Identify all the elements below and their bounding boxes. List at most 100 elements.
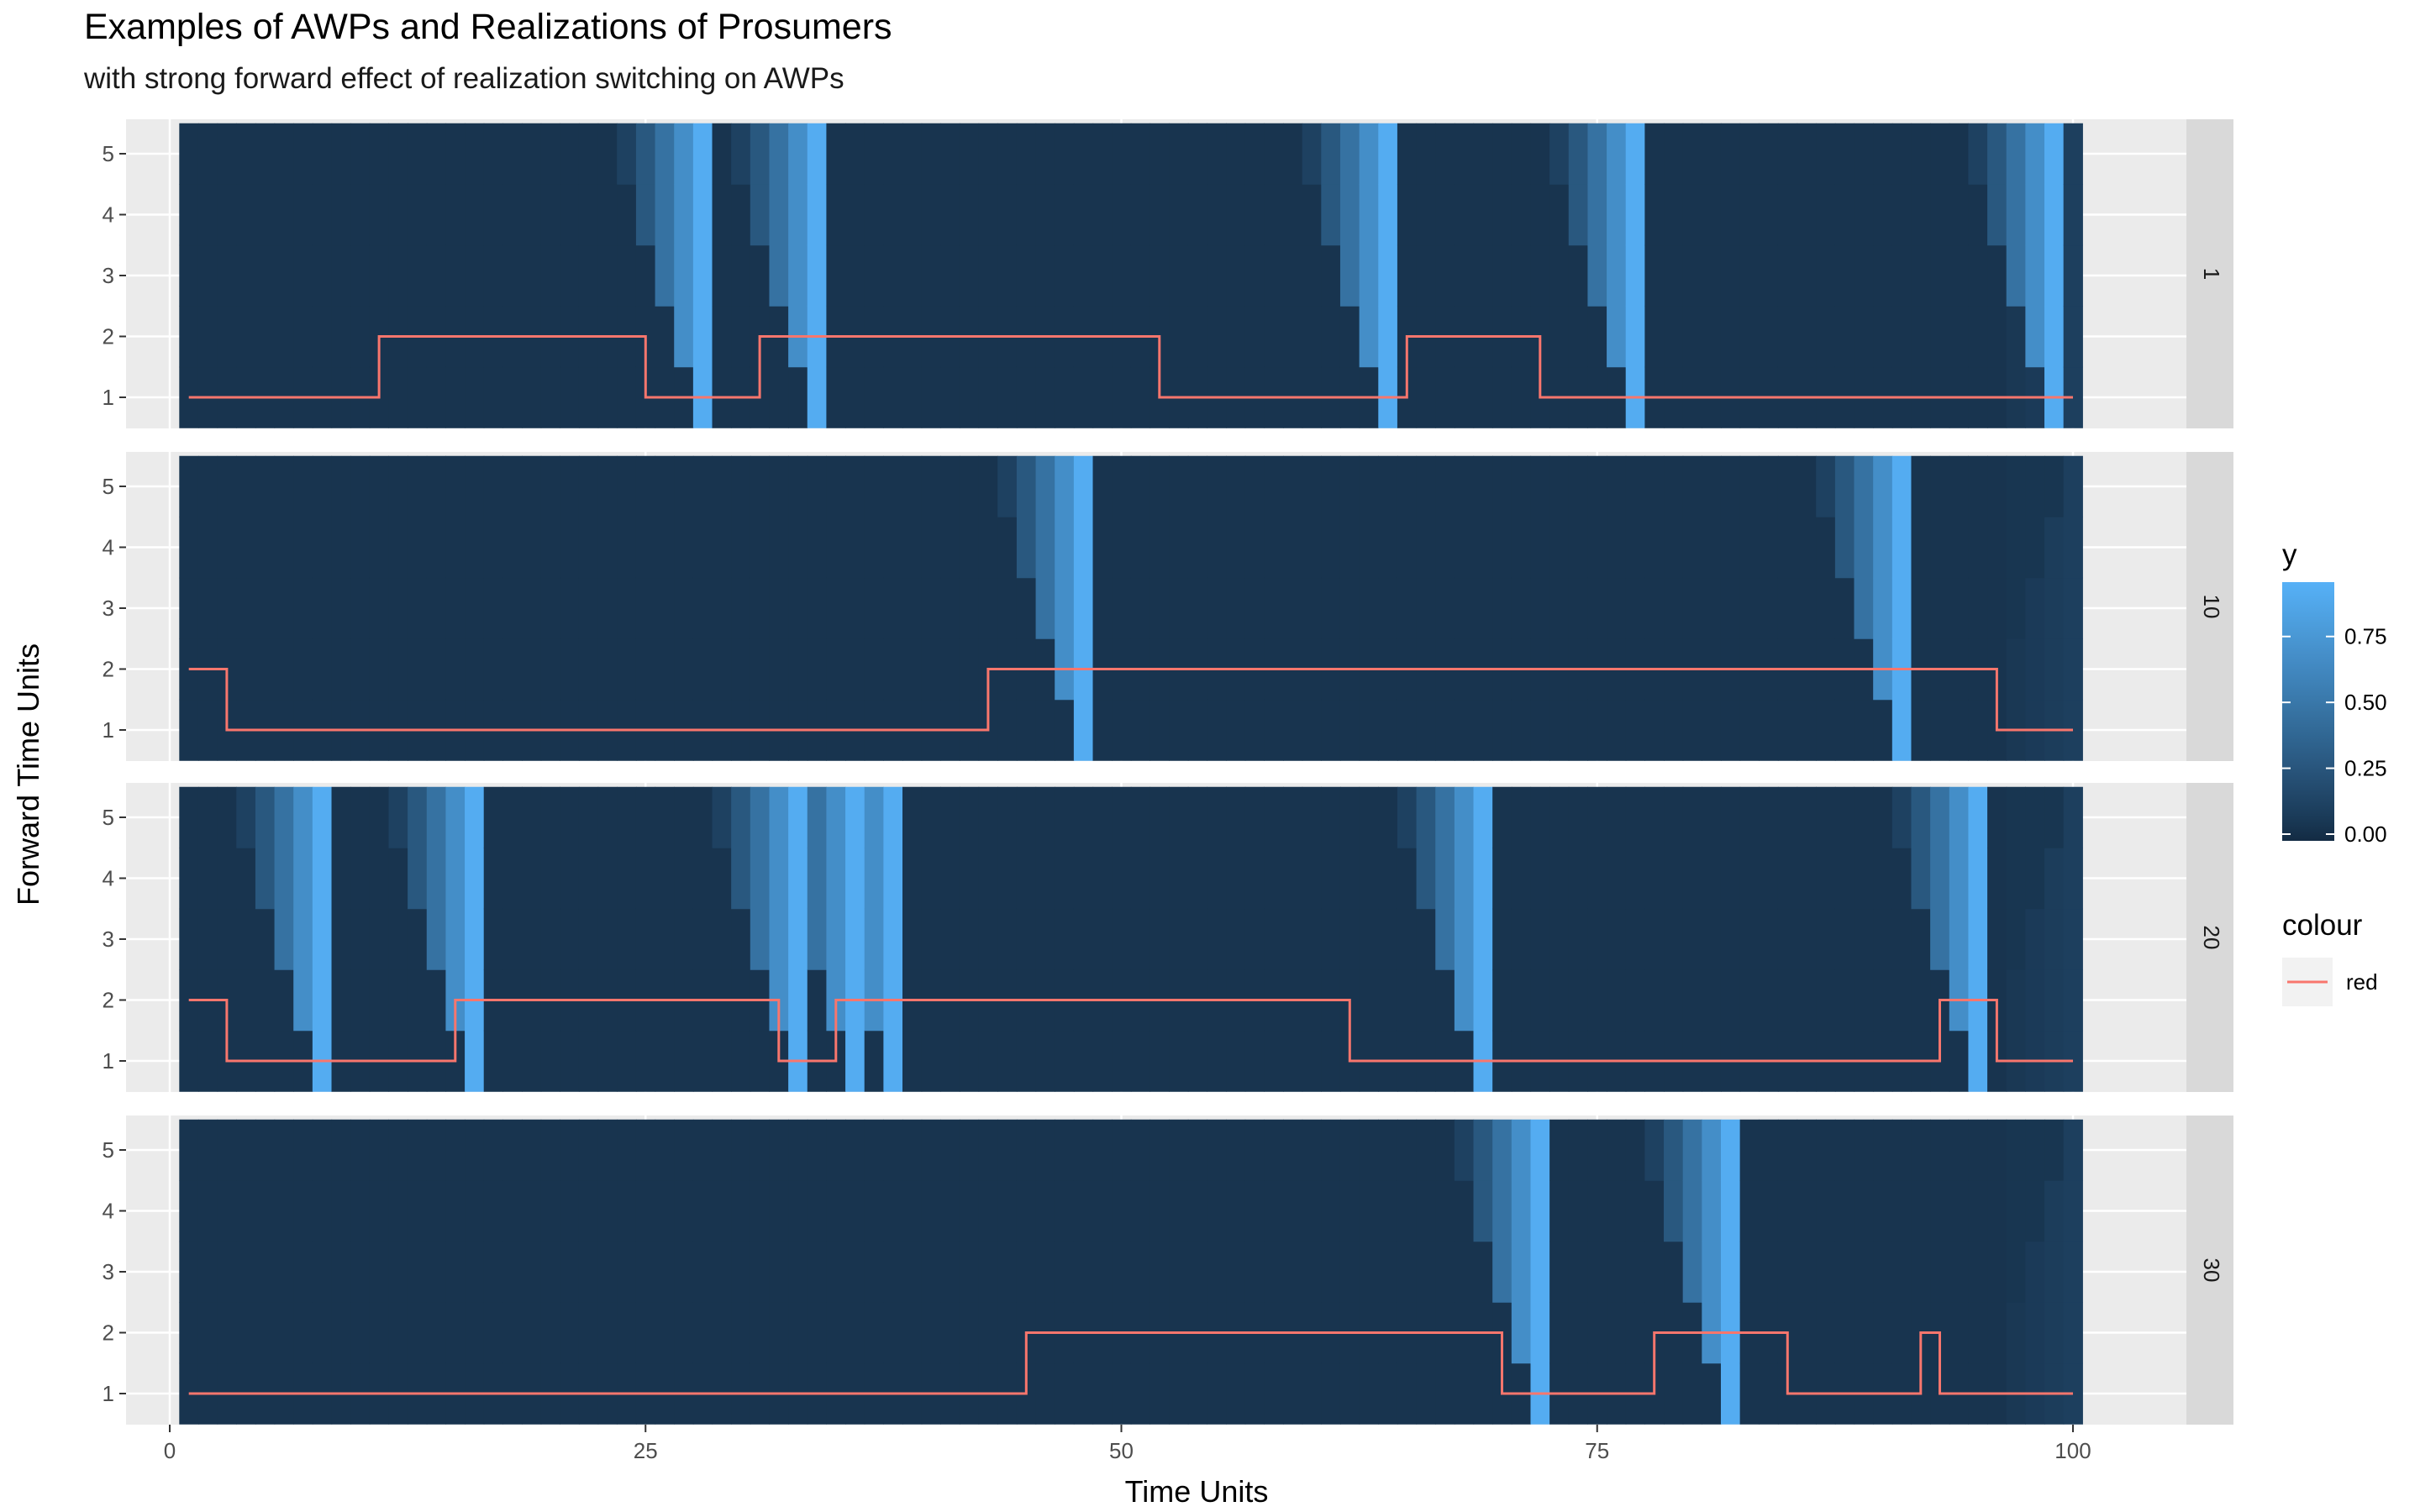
heat-tile [1359, 455, 1379, 517]
heat-tile [1777, 969, 1798, 1032]
heat-tile [255, 184, 276, 246]
heat-tile [1587, 184, 1607, 246]
heat-tile [674, 1030, 694, 1092]
heat-tile [959, 366, 980, 428]
heat-tile [274, 969, 294, 1032]
heat-tile [1169, 786, 1189, 848]
heat-tile [1244, 699, 1265, 761]
heat-tile [1454, 455, 1475, 517]
heat-tile [1664, 1241, 1684, 1303]
heat-tile [940, 848, 960, 910]
heat-tile [692, 517, 713, 579]
heat-tile [331, 1302, 351, 1364]
heat-tile [1321, 184, 1341, 246]
heat-tile [312, 517, 333, 579]
heat-tile [1378, 1241, 1398, 1303]
heat-tile [845, 1030, 865, 1092]
heat-tile [179, 1302, 199, 1364]
heat-tile [864, 1030, 884, 1092]
heat-tile [959, 848, 980, 910]
heat-tile [750, 1119, 771, 1181]
heat-tile [597, 455, 618, 517]
heat-tile [522, 638, 542, 701]
heat-tile [312, 1180, 333, 1242]
heat-tile [1549, 244, 1570, 307]
heat-tile [731, 1241, 751, 1303]
heat-tile [1854, 848, 1874, 910]
heat-tile [1644, 455, 1665, 517]
heat-tile [1035, 455, 1055, 517]
heat-tile [1378, 517, 1398, 579]
heat-tile [617, 908, 637, 970]
heat-tile [369, 848, 390, 910]
heat-tile [236, 184, 256, 246]
heat-tile [197, 306, 218, 368]
heat-tile [1891, 969, 1912, 1032]
heat-tile [921, 786, 941, 848]
heat-tile [255, 1241, 276, 1303]
heat-tile [845, 1180, 865, 1242]
heat-tile [293, 786, 313, 848]
heat-tile [1492, 1119, 1512, 1181]
heat-tile [1891, 1241, 1912, 1303]
heat-tile [997, 786, 1018, 848]
heat-tile [197, 848, 218, 910]
heat-tile [1244, 123, 1265, 185]
heat-tile [940, 244, 960, 307]
heat-tile [1607, 123, 1627, 185]
heat-tile [293, 1241, 313, 1303]
heat-tile [217, 1241, 237, 1303]
fill-legend-tick-label: 0.75 [2344, 624, 2387, 649]
heat-tile [217, 184, 237, 246]
heat-tile [1568, 577, 1589, 639]
heat-tile [1607, 848, 1627, 910]
heat-tile [1949, 123, 1970, 185]
heat-tile [369, 1241, 390, 1303]
heat-tile [1055, 1241, 1075, 1303]
heat-tile [1073, 123, 1094, 185]
heat-tile [1073, 699, 1094, 761]
heat-tile [997, 123, 1018, 185]
heat-tile [1378, 699, 1398, 761]
heat-tile [369, 638, 390, 701]
heat-tile [1397, 517, 1418, 579]
heat-tile [388, 244, 408, 307]
heat-tile [1130, 786, 1151, 848]
heat-tile [1226, 1241, 1246, 1303]
heat-tile [1150, 908, 1170, 970]
heat-tile [578, 1119, 599, 1181]
heat-tile [788, 1119, 808, 1181]
heat-tile [1702, 1119, 1722, 1181]
heat-tile [1873, 517, 1893, 579]
heat-tile [445, 1302, 466, 1364]
heat-tile [1473, 123, 1493, 185]
heat-tile [807, 517, 828, 579]
heat-tile [1816, 517, 1836, 579]
heat-tile [902, 184, 923, 246]
heat-tile [1891, 1302, 1912, 1364]
heat-tile [1797, 969, 1817, 1032]
heat-tile [1873, 1241, 1893, 1303]
heat-tile [807, 366, 828, 428]
heat-tile [1682, 1119, 1702, 1181]
heat-tile [1797, 1302, 1817, 1364]
heat-tile [1797, 1119, 1817, 1181]
heat-tile [331, 184, 351, 246]
heat-tile [959, 1030, 980, 1092]
heat-tile [560, 1302, 580, 1364]
heat-tile [2025, 908, 2045, 970]
heat-tile [1092, 1241, 1113, 1303]
heat-tile [312, 123, 333, 185]
heat-tile [426, 908, 447, 970]
heat-tile [236, 848, 256, 910]
heat-tile [293, 969, 313, 1032]
heat-tile [1511, 455, 1532, 517]
heat-tile [978, 848, 998, 910]
heat-tile [788, 908, 808, 970]
heat-tile [560, 366, 580, 428]
heat-tile [1016, 517, 1037, 579]
heat-tile [1378, 123, 1398, 185]
heat-tile [750, 184, 771, 246]
heat-tile [1702, 184, 1722, 246]
heat-tile [959, 638, 980, 701]
